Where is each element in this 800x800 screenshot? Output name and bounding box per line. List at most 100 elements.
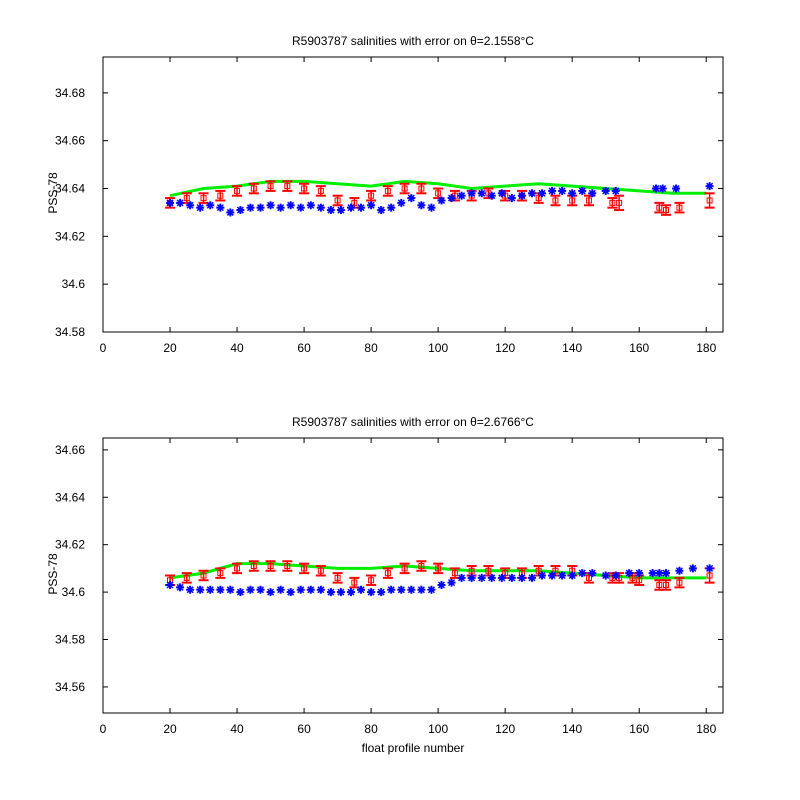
calibrated-point — [217, 192, 224, 199]
marker-d2 — [448, 194, 456, 202]
marker-d2 — [659, 184, 667, 193]
raw-salinity-point — [517, 573, 526, 582]
x-tick-label: 120 — [495, 341, 515, 355]
calibrated-errorbar — [265, 180, 276, 192]
calibrated-errorbar — [382, 185, 393, 197]
marker-d2 — [176, 199, 184, 207]
marker-d2 — [548, 571, 556, 580]
marker-d2 — [427, 586, 435, 594]
plot-area — [165, 179, 715, 217]
raw-salinity-point — [672, 184, 681, 193]
bottom-salinity-panel: R5903787 salinities with error on θ=2.67… — [46, 415, 724, 755]
raw-salinity-point — [477, 189, 486, 198]
marker-d2 — [662, 569, 670, 577]
raw-salinity-point — [357, 585, 366, 594]
marker-d2 — [277, 586, 285, 594]
raw-salinity-point — [447, 194, 456, 203]
marker-d2 — [538, 571, 546, 580]
marker-d2 — [377, 206, 385, 214]
calibrated-errorbar — [198, 569, 209, 582]
x-tick-label: 120 — [495, 722, 515, 736]
y-tick-label: 34.64 — [55, 182, 85, 196]
raw-salinity-point — [507, 573, 516, 582]
marker-d2 — [706, 564, 714, 572]
raw-salinity-point — [427, 585, 436, 594]
raw-salinity-point — [236, 206, 245, 215]
calibrated-point — [384, 570, 391, 577]
raw-salinity-point — [236, 588, 245, 597]
marker-d2 — [468, 574, 476, 582]
marker-d2 — [407, 194, 415, 202]
raw-salinity-point — [467, 573, 476, 582]
raw-salinity-point — [326, 588, 335, 597]
raw-salinity-point — [447, 578, 456, 587]
raw-salinity-point — [705, 564, 714, 573]
raw-salinity-point — [367, 588, 376, 597]
marker-d2 — [357, 204, 365, 212]
raw-salinity-point — [437, 580, 446, 589]
calibrated-point — [267, 563, 274, 570]
calibrated-errorbar — [654, 201, 665, 214]
top-chart-title: R5903787 salinities with error on θ=2.15… — [292, 34, 534, 48]
raw-salinity-point — [347, 203, 355, 212]
calibrated-errorbar — [332, 572, 343, 584]
marker-d2 — [196, 204, 204, 212]
marker-d2 — [652, 184, 660, 193]
raw-salinity-point — [407, 585, 416, 594]
calibrated-point — [368, 192, 375, 199]
marker-d2 — [538, 189, 546, 197]
y-tick-label: 34.62 — [55, 229, 85, 243]
raw-salinity-point — [457, 573, 466, 582]
raw-salinity-point — [568, 189, 577, 198]
raw-salinity-point — [336, 206, 345, 215]
marker-d2 — [578, 569, 586, 577]
calibrated-errorbar — [399, 562, 410, 575]
x-tick-label: 0 — [100, 341, 107, 355]
raw-salinity-point — [276, 203, 285, 212]
raw-salinity-point — [635, 569, 644, 578]
marker-d2 — [417, 586, 425, 594]
calibrated-point — [552, 197, 559, 204]
raw-salinity-point — [186, 201, 195, 210]
marker-d2 — [478, 574, 486, 582]
raw-salinity-point — [477, 573, 486, 582]
marker-d2 — [337, 206, 345, 214]
marker-d2 — [246, 586, 254, 594]
marker-d2 — [602, 571, 610, 580]
marker-d2 — [548, 187, 556, 195]
marker-d2 — [327, 588, 335, 596]
raw-salinity-point — [517, 191, 526, 200]
marker-d2 — [226, 586, 234, 594]
marker-d2 — [327, 206, 335, 214]
calibrated-point — [656, 581, 663, 588]
marker-d2 — [367, 201, 375, 209]
raw-salinity-point — [377, 206, 386, 215]
calibrated-point — [351, 579, 358, 586]
calibrated-point — [301, 185, 308, 192]
calibrated-point — [676, 204, 683, 211]
bottom-y-axis-label: PSS-78 — [46, 553, 60, 595]
raw-salinity-point — [166, 580, 175, 589]
raw-salinity-point — [487, 191, 496, 200]
raw-salinity-point — [226, 585, 235, 594]
raw-salinity-point — [387, 203, 396, 212]
calibrated-point — [502, 570, 509, 577]
marker-d2 — [397, 199, 405, 207]
marker-d2 — [226, 208, 234, 216]
calibrated-errorbar — [416, 182, 427, 195]
marker-d2 — [236, 588, 244, 596]
x-tick-label: 100 — [428, 722, 448, 736]
marker-d2 — [528, 574, 536, 582]
calibrated-point — [418, 563, 425, 570]
raw-salinity-point — [417, 585, 426, 594]
raw-salinity-point — [558, 186, 567, 195]
raw-salinity-point — [558, 571, 567, 580]
marker-d2 — [196, 586, 204, 594]
marker-d2 — [267, 201, 275, 209]
marker-d2 — [297, 204, 305, 212]
calibrated-errorbar — [315, 565, 326, 577]
marker-d2 — [437, 196, 446, 205]
y-tick-label: 34.6 — [62, 585, 86, 599]
y-tick-label: 34.68 — [55, 86, 85, 100]
